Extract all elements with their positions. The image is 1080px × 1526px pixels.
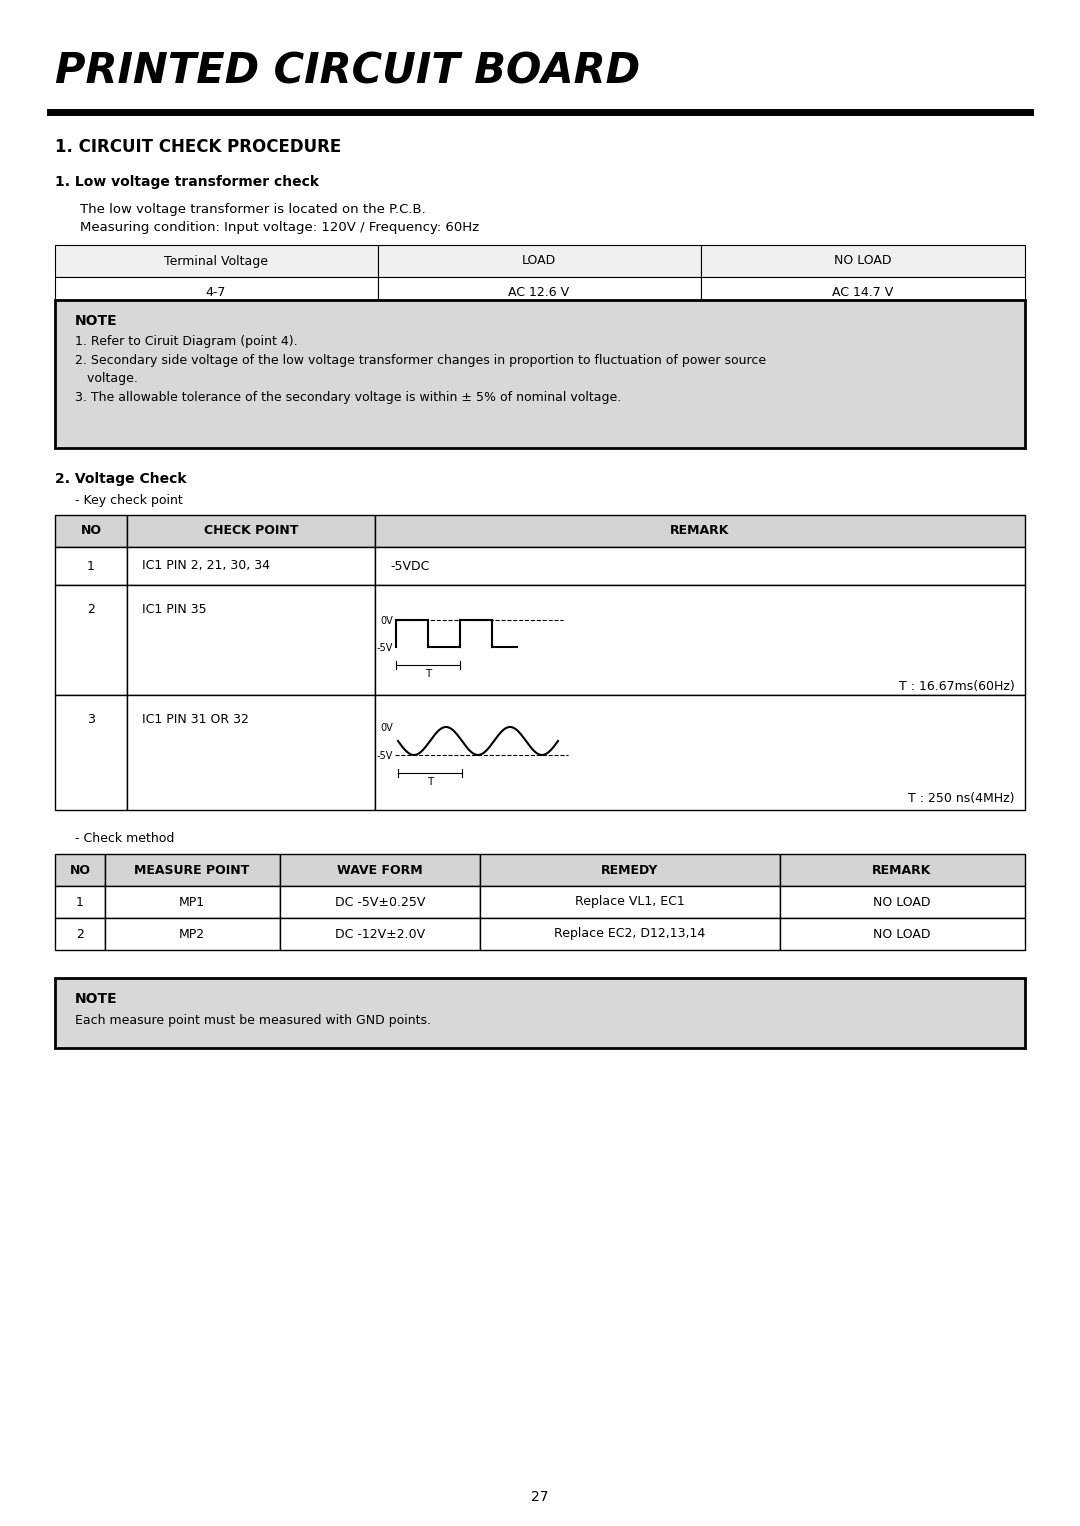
Bar xyxy=(55,278,378,308)
Text: T: T xyxy=(427,777,433,787)
Text: 3. The allowable tolerance of the secondary voltage is within ± 5% of nominal vo: 3. The allowable tolerance of the second… xyxy=(75,391,621,404)
Text: IC1 PIN 35: IC1 PIN 35 xyxy=(141,603,206,617)
Text: LOAD: LOAD xyxy=(522,255,556,267)
Bar xyxy=(701,278,1025,308)
Bar xyxy=(105,855,280,887)
Text: WAVE FORM: WAVE FORM xyxy=(337,864,422,876)
Text: MEASURE POINT: MEASURE POINT xyxy=(134,864,249,876)
Text: NO: NO xyxy=(69,864,91,876)
Bar xyxy=(55,301,1025,449)
Text: CHECK POINT: CHECK POINT xyxy=(204,525,298,537)
Text: MP1: MP1 xyxy=(179,896,205,908)
Text: voltage.: voltage. xyxy=(75,372,138,385)
Text: NO LOAD: NO LOAD xyxy=(874,896,931,908)
Text: 1. CIRCUIT CHECK PROCEDURE: 1. CIRCUIT CHECK PROCEDURE xyxy=(55,137,341,156)
Text: 3: 3 xyxy=(87,713,95,726)
Text: 1: 1 xyxy=(76,896,84,908)
Text: DC -12V±2.0V: DC -12V±2.0V xyxy=(335,928,426,940)
Bar xyxy=(480,855,780,887)
Bar xyxy=(55,694,127,810)
Bar xyxy=(127,514,375,546)
Bar xyxy=(780,887,1025,919)
Bar xyxy=(55,514,127,546)
Bar xyxy=(55,919,105,951)
Text: -5V: -5V xyxy=(377,751,393,761)
Text: 27: 27 xyxy=(531,1489,549,1505)
Text: REMARK: REMARK xyxy=(671,525,730,537)
Text: IC1 PIN 2, 21, 30, 34: IC1 PIN 2, 21, 30, 34 xyxy=(141,560,270,572)
Bar xyxy=(480,887,780,919)
Text: AC 14.7 V: AC 14.7 V xyxy=(833,287,893,299)
Text: Measuring condition: Input voltage: 120V / Frequency: 60Hz: Measuring condition: Input voltage: 120V… xyxy=(80,221,480,233)
Bar xyxy=(55,246,378,278)
Bar xyxy=(780,855,1025,887)
Text: 0V: 0V xyxy=(380,723,393,732)
Text: Replace VL1, EC1: Replace VL1, EC1 xyxy=(576,896,685,908)
Bar xyxy=(55,855,105,887)
Bar xyxy=(375,584,1025,694)
Bar xyxy=(127,694,375,810)
Text: REMEDY: REMEDY xyxy=(602,864,659,876)
Bar xyxy=(105,887,280,919)
Text: Terminal Voltage: Terminal Voltage xyxy=(164,255,268,267)
Text: 2: 2 xyxy=(76,928,84,940)
Text: - Check method: - Check method xyxy=(75,832,174,845)
Bar xyxy=(55,584,127,694)
Text: Each measure point must be measured with GND points.: Each measure point must be measured with… xyxy=(75,1013,431,1027)
Text: NO LOAD: NO LOAD xyxy=(874,928,931,940)
Text: -5V: -5V xyxy=(377,642,393,653)
Text: NOTE: NOTE xyxy=(75,314,118,328)
Text: DC -5V±0.25V: DC -5V±0.25V xyxy=(335,896,426,908)
Text: - Key check point: - Key check point xyxy=(75,494,183,507)
Text: IC1 PIN 31 OR 32: IC1 PIN 31 OR 32 xyxy=(141,713,248,726)
Text: NO LOAD: NO LOAD xyxy=(834,255,892,267)
Bar xyxy=(378,246,701,278)
Text: PRINTED CIRCUIT BOARD: PRINTED CIRCUIT BOARD xyxy=(55,50,640,92)
Text: NOTE: NOTE xyxy=(75,992,118,1006)
Text: 2. Voltage Check: 2. Voltage Check xyxy=(55,472,187,485)
Bar xyxy=(378,278,701,308)
Bar xyxy=(127,584,375,694)
Bar xyxy=(780,919,1025,951)
Text: 2. Secondary side voltage of the low voltage transformer changes in proportion t: 2. Secondary side voltage of the low vol… xyxy=(75,354,766,366)
Text: 1. Low voltage transformer check: 1. Low voltage transformer check xyxy=(55,175,319,189)
Text: T : 250 ns(4MHz): T : 250 ns(4MHz) xyxy=(908,792,1015,806)
Text: AC 12.6 V: AC 12.6 V xyxy=(509,287,569,299)
Text: Replace EC2, D12,13,14: Replace EC2, D12,13,14 xyxy=(554,928,705,940)
Text: 1. Refer to Ciruit Diagram (point 4).: 1. Refer to Ciruit Diagram (point 4). xyxy=(75,336,298,348)
Bar xyxy=(55,887,105,919)
Bar xyxy=(105,919,280,951)
Text: The low voltage transformer is located on the P.C.B.: The low voltage transformer is located o… xyxy=(80,203,426,217)
Text: T : 16.67ms(60Hz): T : 16.67ms(60Hz) xyxy=(900,681,1015,693)
Text: MP2: MP2 xyxy=(179,928,205,940)
Text: REMARK: REMARK xyxy=(873,864,932,876)
Bar xyxy=(701,246,1025,278)
Bar xyxy=(127,546,375,584)
Text: 1: 1 xyxy=(87,560,95,572)
Bar xyxy=(375,514,1025,546)
Text: 4-7: 4-7 xyxy=(206,287,226,299)
Text: NO: NO xyxy=(81,525,102,537)
Bar xyxy=(480,919,780,951)
Bar xyxy=(280,855,480,887)
Bar xyxy=(55,978,1025,1048)
Bar xyxy=(375,694,1025,810)
Text: 2: 2 xyxy=(87,603,95,617)
Text: -5VDC: -5VDC xyxy=(390,560,430,572)
Bar xyxy=(280,887,480,919)
Text: 0V: 0V xyxy=(380,617,393,626)
Text: T: T xyxy=(424,668,431,679)
Bar xyxy=(280,919,480,951)
Bar xyxy=(375,546,1025,584)
Bar xyxy=(55,546,127,584)
